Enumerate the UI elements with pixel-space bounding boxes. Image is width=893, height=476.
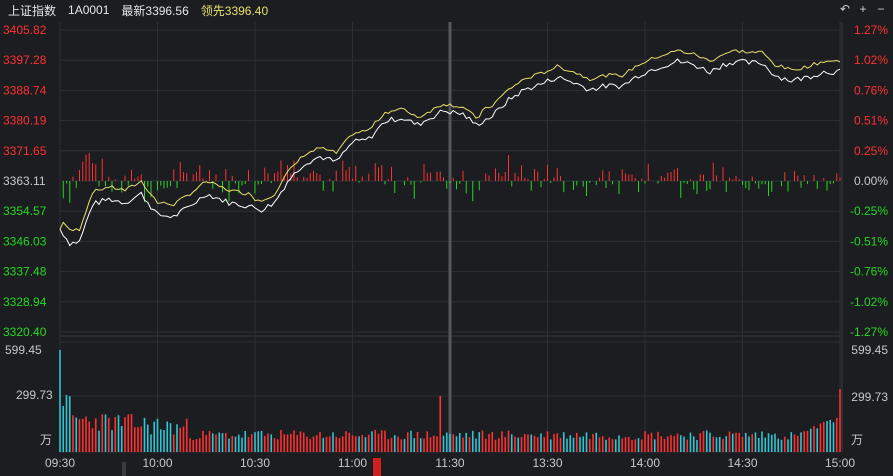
pct-tick-label: 0.25% <box>854 144 888 158</box>
volume-max-label: 599.45 <box>5 343 42 357</box>
pct-tick-label: -1.27% <box>850 325 888 339</box>
price-tick-label: 3405.82 <box>3 23 47 37</box>
pct-tick-label: -0.25% <box>850 204 888 218</box>
pct-tick-label: -0.51% <box>850 234 888 248</box>
price-tick-label: 3371.65 <box>3 144 47 158</box>
price-tick-label: 3346.03 <box>3 234 47 248</box>
chart-toolbar: ↶ + − <box>839 2 887 16</box>
price-tick-label: 3397.28 <box>3 53 47 67</box>
price-tick-label: 3320.40 <box>3 325 47 339</box>
time-tick-label: 11:30 <box>435 456 464 470</box>
time-tick-label: 13:30 <box>532 456 562 470</box>
time-marker <box>373 458 381 476</box>
price-tick-label: 3354.57 <box>3 204 47 218</box>
undo-icon[interactable]: ↶ <box>839 2 851 16</box>
lead-index: 领先3396.40 <box>200 3 269 18</box>
time-tick-label: 14:30 <box>727 456 757 470</box>
pct-tick-label: 0.00% <box>854 174 888 188</box>
index-name: 上证指数 <box>8 3 57 18</box>
price-tick-label: 3363.11 <box>3 174 46 188</box>
price-tick-label: 3337.48 <box>3 265 47 279</box>
volume-max-label: 599.45 <box>851 343 888 357</box>
volume-mid-label: 299.73 <box>16 388 53 402</box>
price-line <box>59 58 841 247</box>
volume-unit-label: 万 <box>40 433 52 447</box>
pct-tick-label: -1.02% <box>850 295 888 309</box>
plus-icon[interactable]: + <box>859 2 867 16</box>
time-tick-label: 11:00 <box>338 456 367 470</box>
price-tick-label: 3328.94 <box>3 295 47 309</box>
quote-header: 上证指数 1A0001 最新3396.56 领先3396.40 ↶ + − <box>0 0 893 20</box>
time-tick-label: 10:00 <box>142 456 172 470</box>
time-tick-label: 14:00 <box>630 456 660 470</box>
pct-tick-label: 1.27% <box>854 23 888 37</box>
price-tick-label: 3388.74 <box>3 83 47 97</box>
minus-icon[interactable]: − <box>877 2 885 16</box>
last-price: 最新3396.56 <box>121 3 189 18</box>
pct-tick-label: 1.02% <box>854 53 888 67</box>
price-tick-label: 3380.19 <box>3 114 47 128</box>
lead-line <box>59 49 841 232</box>
time-marker <box>122 462 126 476</box>
time-tick-label: 09:30 <box>45 456 75 470</box>
pct-tick-label: -0.76% <box>850 265 888 279</box>
pct-tick-label: 0.51% <box>854 114 888 128</box>
time-tick-label: 15:00 <box>825 456 855 470</box>
index-code: 1A0001 <box>68 3 110 17</box>
pct-tick-label: 0.76% <box>854 83 888 97</box>
time-tick-label: 10:30 <box>240 456 270 470</box>
volume-unit-label: 万 <box>851 433 863 447</box>
volume-mid-label: 299.73 <box>851 390 888 404</box>
